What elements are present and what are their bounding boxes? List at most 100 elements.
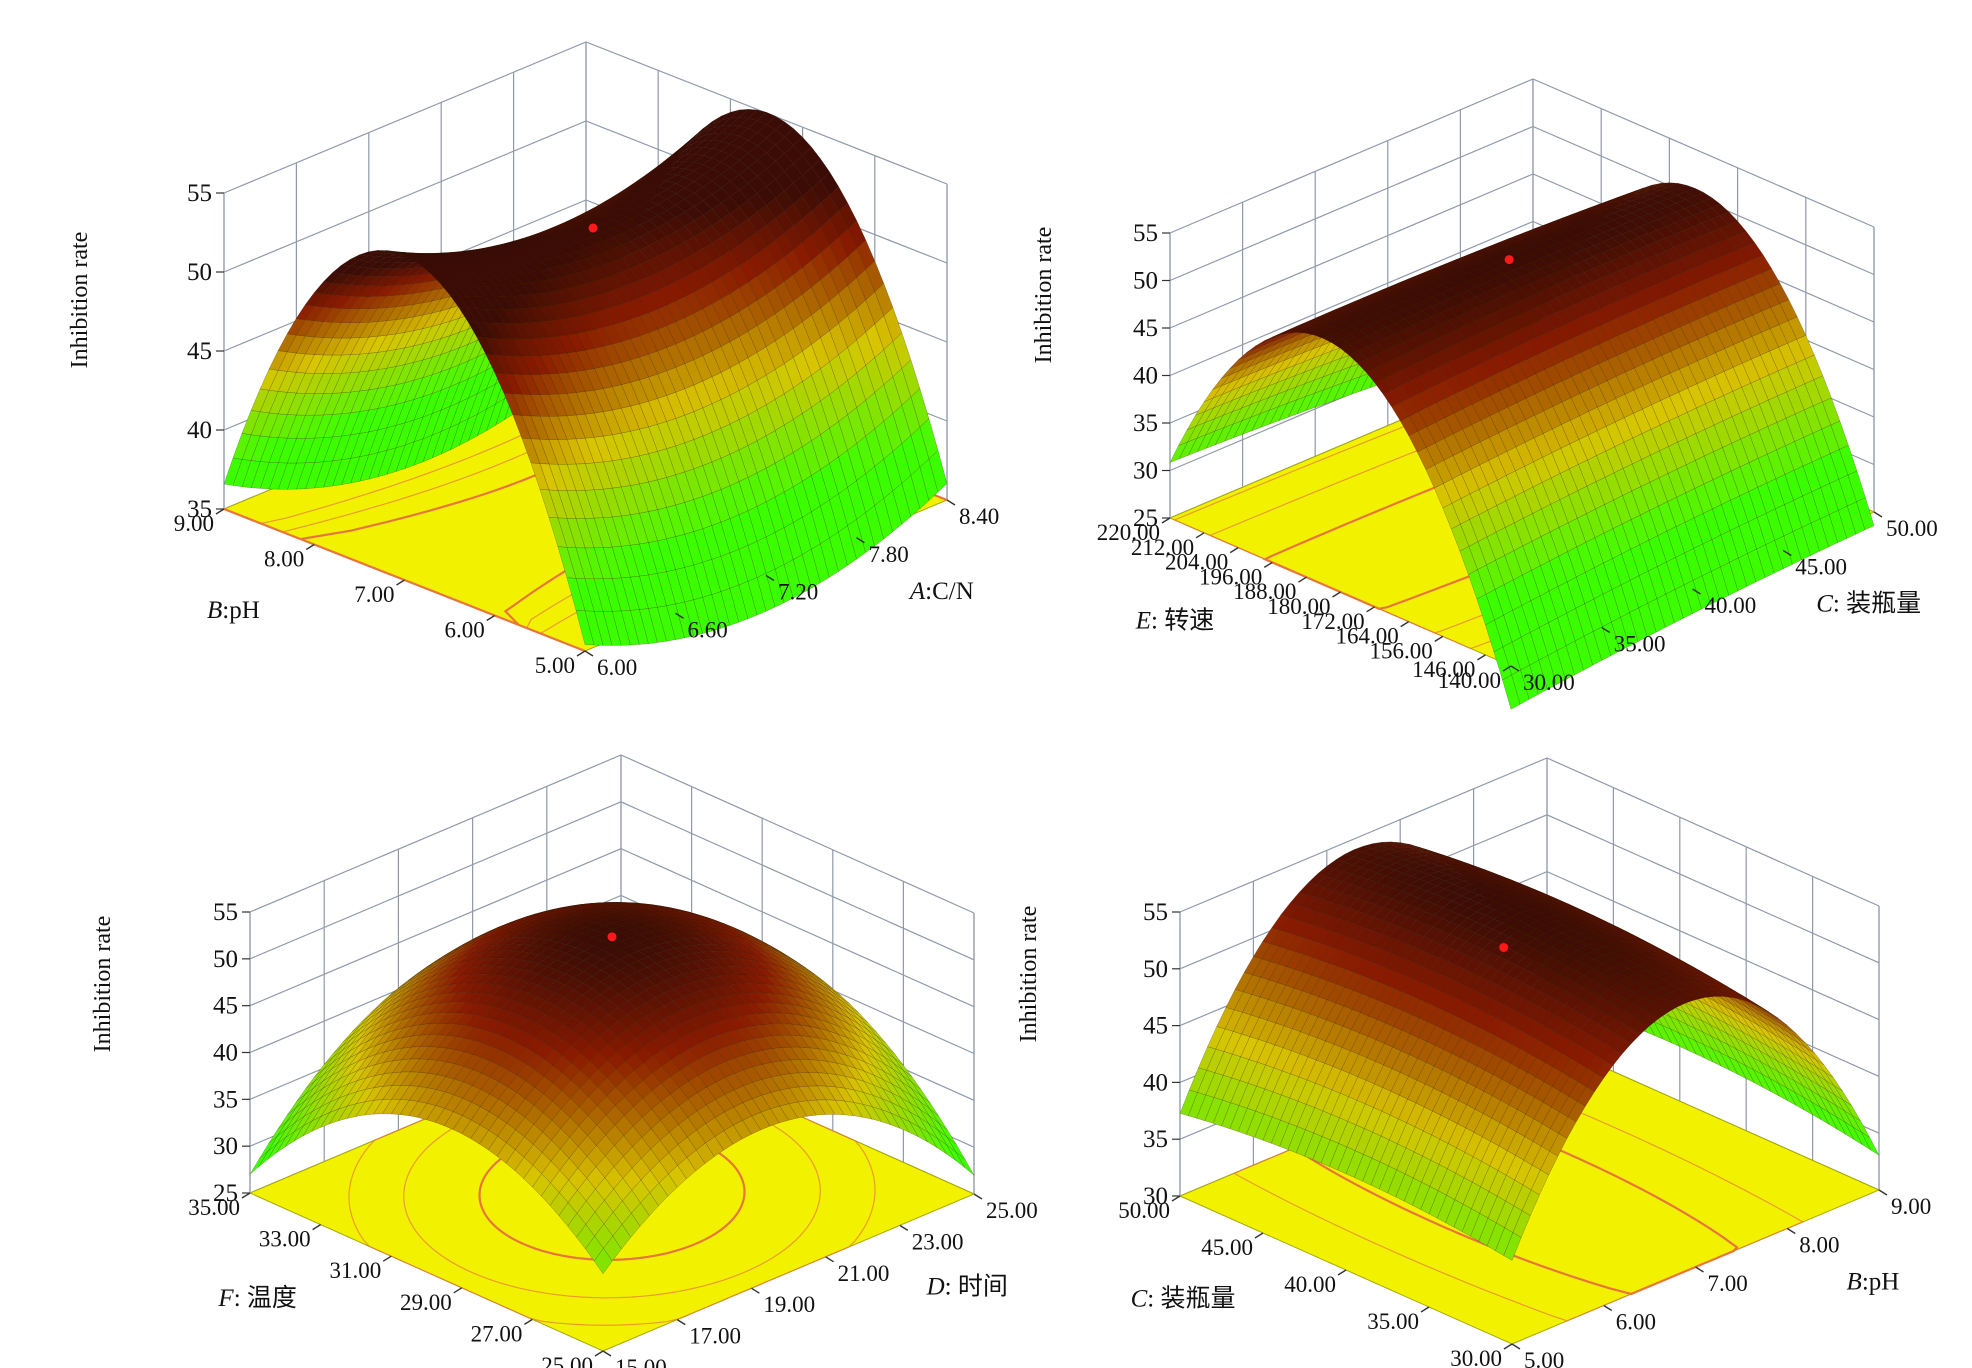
z-tick-label: 45 <box>1133 315 1158 342</box>
x-tick <box>584 650 594 657</box>
y-tick <box>215 508 225 515</box>
x-axis-label: C: 装瓶量 <box>1816 590 1921 618</box>
y-tick-label: 188.00 <box>1233 579 1296 604</box>
surface-cell <box>575 610 595 646</box>
y-tick <box>1366 606 1375 613</box>
y-tick <box>1434 635 1444 642</box>
x-tick-label: 8.40 <box>959 504 999 529</box>
y-tick <box>1502 665 1512 672</box>
y-tick-label: 220.00 <box>1097 520 1160 545</box>
y-tick-label: 196.00 <box>1199 564 1262 589</box>
y-tick-label: 8.00 <box>264 547 304 572</box>
y-tick <box>1400 621 1410 628</box>
y-tick-label: 5.00 <box>535 653 575 678</box>
z-axis-label: Inhibition rate <box>67 232 93 369</box>
y-tick <box>1229 547 1239 554</box>
x-tick-label: 15.00 <box>615 1355 667 1368</box>
x-tick-label: 17.00 <box>689 1324 741 1349</box>
x-axis-label: A:C/N <box>908 578 974 605</box>
z-tick-label: 35 <box>213 1086 238 1113</box>
x-tick <box>675 612 684 619</box>
z-axis-label: Inhibition rate <box>1031 227 1057 364</box>
surface-plot-c-n-ph: 35 40 45 50 55 Inhibition rate 6.00 6.60 7.20 7.8… <box>0 0 999 684</box>
z-tick-label: 40 <box>1133 363 1158 390</box>
y-tick-label: 146.00 <box>1412 657 1475 682</box>
y-tick <box>305 543 315 551</box>
y-tick-label: 180.00 <box>1267 594 1330 619</box>
x-tick-label: 6.00 <box>597 655 637 680</box>
y-tick <box>1195 532 1205 539</box>
y-tick-label: 156.00 <box>1370 638 1433 663</box>
y-tick <box>396 579 405 586</box>
z-tick-label: 50 <box>1133 268 1158 295</box>
x-tick-label: 50.00 <box>1886 516 1938 541</box>
z-tick-label: 55 <box>187 180 212 207</box>
x-tick <box>1873 511 1883 518</box>
y-tick-label: 9.00 <box>174 511 214 536</box>
z-tick-label: 50 <box>213 946 238 973</box>
z-tick-label: 45 <box>187 338 212 365</box>
y-axis-label: B:pH <box>207 597 260 624</box>
x-tick <box>602 1350 612 1357</box>
y-tick <box>1161 517 1171 524</box>
y-tick-label: 140.00 <box>1438 668 1501 693</box>
x-tick-label: 40.00 <box>1705 593 1757 618</box>
response-surface <box>223 108 948 646</box>
x-tick <box>1601 626 1611 634</box>
y-tick-label: 6.00 <box>445 618 485 643</box>
optimum-point <box>1504 255 1514 265</box>
z-tick-label: 55 <box>213 899 238 926</box>
x-tick <box>765 574 775 582</box>
z-tick-label: 35 <box>1133 410 1158 437</box>
axes: 25 30 35 40 45 50 55 Inhibition rate 30.00 35.00 4… <box>1031 220 1938 695</box>
x-tick-label: 35.00 <box>1614 632 1666 657</box>
x-tick <box>1510 665 1520 672</box>
z-tick-label: 35 <box>187 496 212 523</box>
x-tick <box>1782 549 1792 557</box>
x-tick <box>676 1319 686 1326</box>
z-gridline <box>249 754 975 914</box>
y-tick-label: 7.00 <box>354 582 394 607</box>
z-tick-label: 55 <box>1133 220 1158 247</box>
x-tick <box>946 499 956 506</box>
surface-cell <box>249 1150 269 1175</box>
z-tick-label: 30 <box>1133 458 1158 485</box>
z-gridline <box>1169 78 1875 234</box>
x-tick-label: 6.60 <box>688 617 728 642</box>
surface-plot-svg-b: 25 30 35 40 45 50 55 Inhibition rate 30.00 35.00 4… <box>1031 78 1938 710</box>
y-tick <box>1477 654 1486 661</box>
x-tick <box>856 537 865 544</box>
x-tick-label: 7.20 <box>778 580 818 605</box>
y-tick <box>576 650 586 657</box>
y-tick-label: 164.00 <box>1335 624 1398 649</box>
z-tick-label: 40 <box>187 417 212 444</box>
y-tick-label: 172.00 <box>1301 609 1364 634</box>
y-tick <box>486 614 496 622</box>
z-tick-label: 25 <box>1133 505 1158 532</box>
optimum-point <box>607 932 617 942</box>
x-tick-label: 30.00 <box>1523 670 1575 695</box>
surface-plot-time-temperature: 25 30 35 40 45 50 55 Inhibition rate 15.00 17.00 1… <box>0 684 1038 1368</box>
y-tick <box>1263 561 1273 568</box>
z-tick-label: 45 <box>213 993 238 1020</box>
z-tick-label: 30 <box>213 1133 238 1160</box>
optimum-point <box>588 223 598 233</box>
z-axis-label: Inhibition rate <box>90 916 116 1053</box>
y-tick <box>1298 576 1307 583</box>
surface-cell <box>1502 674 1521 710</box>
surface-cell <box>593 1248 613 1275</box>
z-tick-label: 50 <box>187 259 212 286</box>
z-tick-label: 25 <box>213 1180 238 1207</box>
response-surface <box>249 902 975 1275</box>
y-axis-label: E: 转速 <box>1135 607 1214 635</box>
y-tick <box>1332 591 1341 598</box>
y-tick-label: 212.00 <box>1131 535 1194 560</box>
surface-plot-filling-speed: 25 30 35 40 45 50 55 Inhibition rate 30.00 35.00 4… <box>986 0 1972 710</box>
response-surface <box>1169 182 1875 710</box>
x-tick <box>751 1287 760 1294</box>
